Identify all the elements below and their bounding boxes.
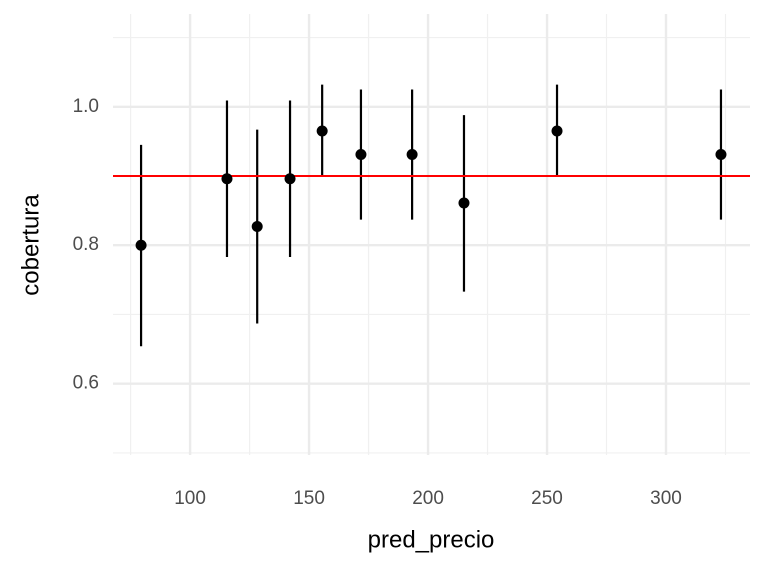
point — [406, 149, 418, 161]
point — [715, 149, 727, 161]
x-tick-label: 300 — [650, 488, 682, 509]
point — [251, 221, 263, 233]
point — [316, 125, 328, 137]
point — [284, 173, 296, 185]
x-tick-label: 100 — [174, 488, 206, 509]
point — [221, 173, 233, 185]
point — [355, 149, 367, 161]
y-axis-title: cobertura — [17, 194, 44, 296]
x-tick-label: 200 — [412, 488, 444, 509]
x-tick-label: 250 — [531, 488, 563, 509]
x-axis-title: pred_precio — [368, 526, 495, 553]
y-tick-label: 0.6 — [73, 373, 99, 394]
point — [551, 125, 563, 137]
point — [458, 197, 470, 209]
x-tick-label: 150 — [293, 488, 325, 509]
y-tick-label: 0.8 — [73, 234, 99, 255]
y-tick-label: 1.0 — [73, 96, 99, 117]
point — [135, 239, 147, 251]
